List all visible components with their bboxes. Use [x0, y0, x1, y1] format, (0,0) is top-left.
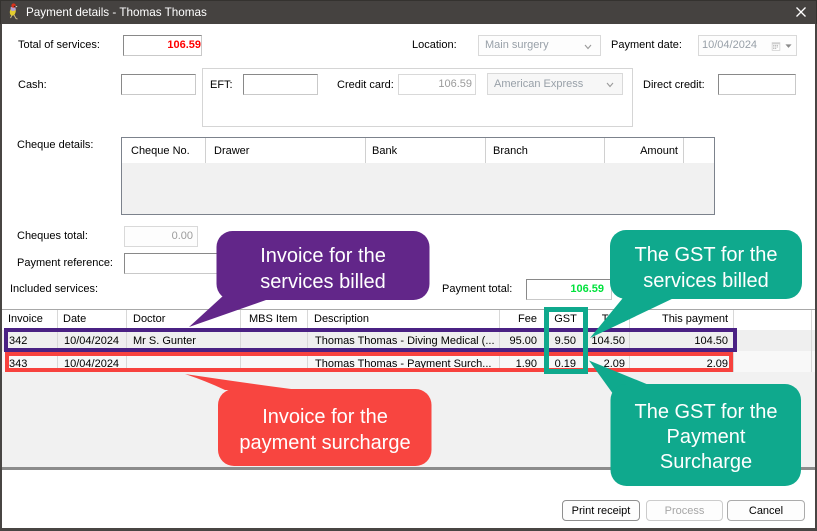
- svg-text:Invoice for the: Invoice for the: [262, 406, 388, 428]
- svg-text:services billed: services billed: [260, 271, 386, 293]
- svg-text:The GST for the: The GST for the: [634, 244, 777, 266]
- svg-text:Invoice for the: Invoice for the: [260, 245, 386, 267]
- svg-text:The GST for the: The GST for the: [634, 401, 777, 423]
- svg-text:services billed: services billed: [643, 270, 769, 292]
- svg-text:Payment: Payment: [667, 426, 746, 448]
- svg-text:payment surcharge: payment surcharge: [239, 432, 410, 454]
- svg-text:Surcharge: Surcharge: [660, 451, 752, 473]
